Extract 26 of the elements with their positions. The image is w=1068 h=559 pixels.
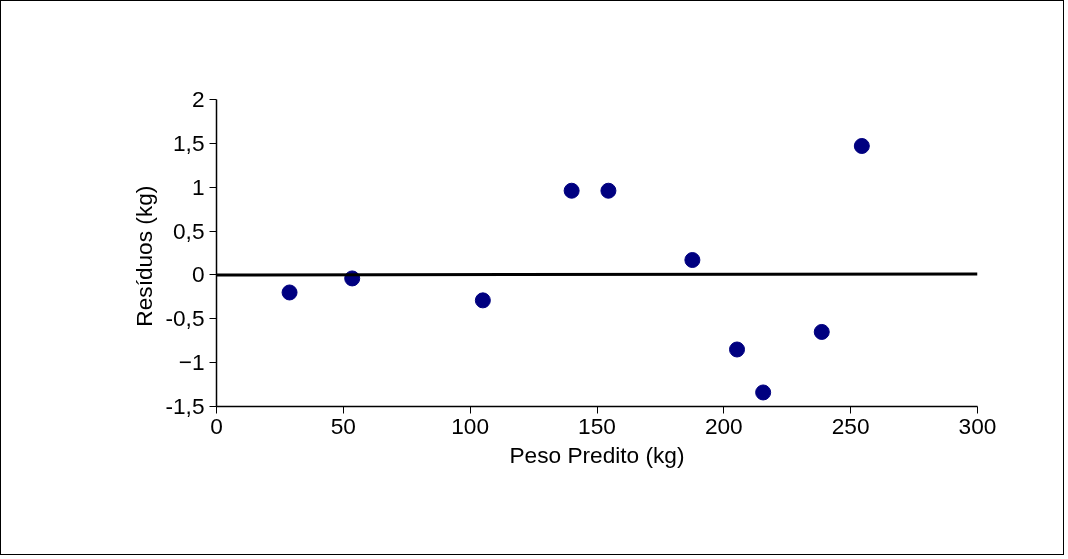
y-tick-label: 1,5 <box>173 129 205 156</box>
point <box>684 252 701 268</box>
y-tick-label: -1,5 <box>165 393 205 419</box>
y-tick-label: 0 <box>191 261 205 288</box>
x-tick-label: 150 <box>578 412 616 439</box>
x-tick-label: 250 <box>831 412 870 439</box>
y-tick-label: 1 <box>191 173 205 200</box>
x-tick-label: 200 <box>704 412 743 439</box>
x-tick-label: 300 <box>958 412 997 439</box>
y-axis-title: Resíduos (kg) <box>131 185 158 327</box>
point <box>563 182 580 199</box>
x-tick-label: 100 <box>451 412 490 439</box>
point <box>474 292 491 309</box>
point <box>600 182 617 199</box>
x-tick-label: 0 <box>210 412 223 439</box>
y-tick-label: 0,5 <box>173 217 205 244</box>
point <box>755 384 772 401</box>
point <box>853 138 870 154</box>
y-tick-label: -0,5 <box>165 305 205 332</box>
x-axis-title: Peso Predito (kg) <box>509 441 685 468</box>
point <box>813 323 830 340</box>
x-tick-label: 50 <box>330 412 356 439</box>
point <box>729 341 746 358</box>
point <box>281 284 298 301</box>
y-tick-label: −1 <box>178 349 205 376</box>
y-tick-label: 2 <box>191 86 205 112</box>
